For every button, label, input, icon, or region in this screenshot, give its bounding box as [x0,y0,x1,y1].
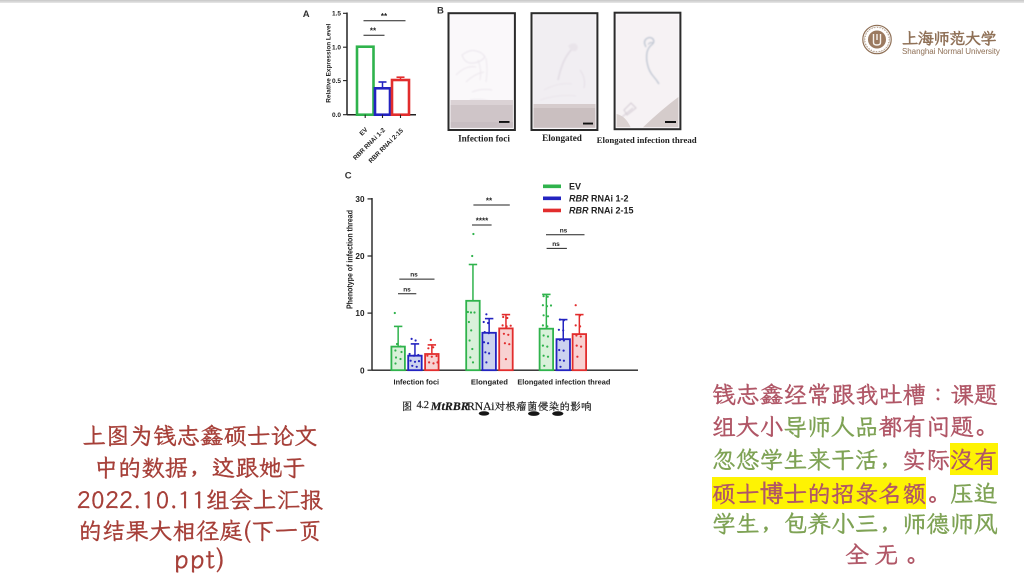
svg-text:Infection foci: Infection foci [458,134,510,144]
svg-text:B: B [437,5,444,16]
svg-text:Infection foci: Infection foci [394,378,440,387]
svg-text:30: 30 [355,195,365,204]
svg-text:Relative Expression Level: Relative Expression Level [325,24,332,103]
svg-text:**: ** [381,12,388,21]
svg-text:Elongated infection thread: Elongated infection thread [517,378,610,387]
svg-text:Elongated: Elongated [542,133,582,143]
svg-text:0.0: 0.0 [332,112,341,119]
svg-text:1.0: 1.0 [332,44,341,51]
svg-text:Elongated infection thread: Elongated infection thread [597,135,697,145]
svg-text:20: 20 [355,252,365,261]
svg-text:RBR RNAi 1-2: RBR RNAi 1-2 [569,193,629,203]
svg-text:Elongated: Elongated [471,378,508,387]
svg-text:C: C [345,170,352,181]
svg-text:RBR RNAi 2-15: RBR RNAi 2-15 [569,205,634,215]
svg-text:ns: ns [552,241,560,248]
svg-text:A: A [303,9,310,20]
svg-text:**: ** [486,196,493,205]
svg-text:ns: ns [403,287,411,294]
svg-text:****: **** [476,216,489,225]
svg-text:0.5: 0.5 [332,78,341,85]
svg-text:**: ** [370,27,377,36]
svg-text:EV: EV [569,181,581,191]
svg-text:10: 10 [355,309,365,318]
svg-text:0: 0 [360,366,365,375]
svg-text:RBR RNAi 2-15: RBR RNAi 2-15 [368,127,406,165]
svg-text:Phenotype of infection thread: Phenotype of infection thread [345,210,355,309]
svg-text:EV: EV [358,126,369,137]
svg-text:1.5: 1.5 [332,11,341,18]
svg-text:ns: ns [410,272,418,279]
svg-text:ns: ns [560,227,568,234]
